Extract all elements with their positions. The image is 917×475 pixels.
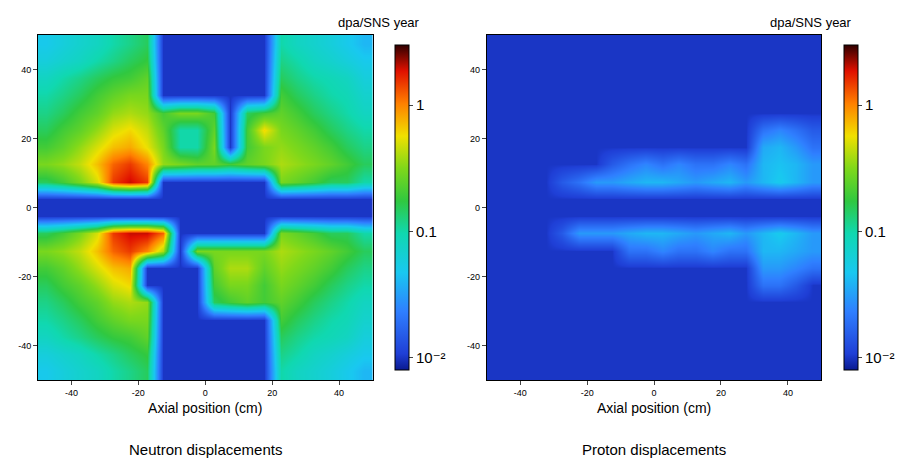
svg-text:20: 20: [716, 388, 726, 398]
svg-text:0: 0: [203, 388, 208, 398]
svg-text:10⁻²: 10⁻²: [865, 349, 895, 366]
svg-text:40: 40: [470, 65, 480, 75]
svg-text:1: 1: [416, 96, 424, 113]
svg-text:0.1: 0.1: [416, 223, 437, 240]
svg-text:-40: -40: [18, 341, 31, 351]
svg-text:-40: -40: [514, 388, 527, 398]
svg-text:dpa/SNS year: dpa/SNS year: [770, 15, 852, 30]
svg-text:40: 40: [783, 388, 793, 398]
svg-text:40: 40: [334, 388, 344, 398]
svg-text:-40: -40: [467, 341, 480, 351]
svg-text:0: 0: [26, 203, 31, 213]
svg-text:1: 1: [865, 96, 873, 113]
svg-text:20: 20: [21, 134, 31, 144]
svg-text:Axial position (cm): Axial position (cm): [148, 400, 262, 416]
svg-text:-20: -20: [581, 388, 594, 398]
svg-text:-20: -20: [132, 388, 145, 398]
svg-text:dpa/SNS year: dpa/SNS year: [338, 15, 420, 30]
svg-text:20: 20: [470, 134, 480, 144]
svg-text:Neutron displacements: Neutron displacements: [129, 441, 282, 458]
svg-text:10⁻²: 10⁻²: [416, 349, 446, 366]
svg-text:Axial position (cm): Axial position (cm): [597, 400, 711, 416]
svg-text:0: 0: [652, 388, 657, 398]
svg-text:-20: -20: [18, 272, 31, 282]
svg-text:20: 20: [267, 388, 277, 398]
svg-text:0: 0: [475, 203, 480, 213]
svg-text:40: 40: [21, 65, 31, 75]
svg-text:-40: -40: [65, 388, 78, 398]
svg-text:0.1: 0.1: [865, 223, 886, 240]
svg-text:Proton displacements: Proton displacements: [582, 441, 726, 458]
svg-text:-20: -20: [467, 272, 480, 282]
